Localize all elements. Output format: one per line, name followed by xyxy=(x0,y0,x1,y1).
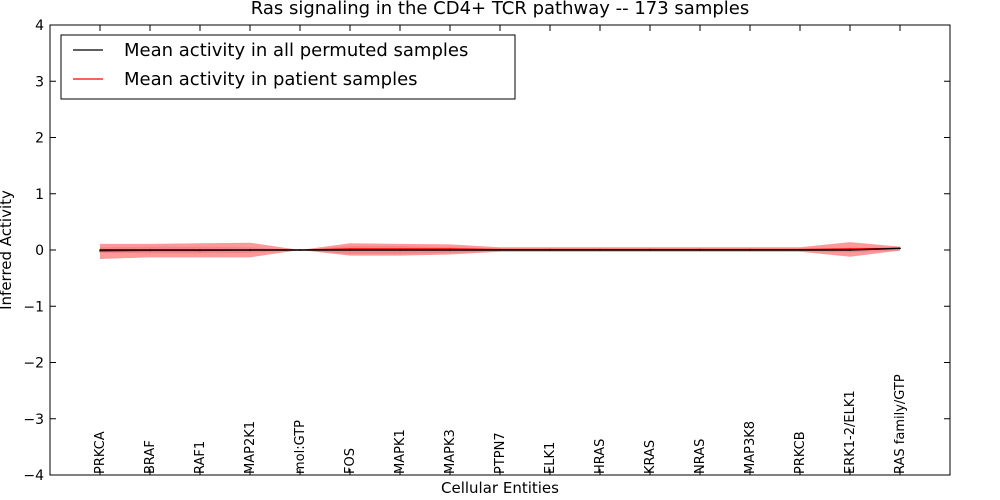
legend-label-permuted: Mean activity in all permuted samples xyxy=(124,40,468,61)
x-tick-label: NRAS xyxy=(693,439,708,474)
point-patient xyxy=(349,248,351,250)
point-patient xyxy=(449,248,451,250)
point-permuted xyxy=(649,249,651,251)
point-permuted xyxy=(499,249,501,251)
x-tick-label: KRAS xyxy=(643,440,658,474)
point-patient xyxy=(399,248,401,250)
y-tick-label: −4 xyxy=(23,468,44,484)
point-permuted xyxy=(99,249,101,251)
x-tick-label: MAPK1 xyxy=(393,429,408,474)
point-permuted xyxy=(549,249,551,251)
x-tick-label: MAP3K8 xyxy=(743,421,758,474)
point-permuted xyxy=(899,247,901,250)
point-permuted xyxy=(599,249,601,251)
point-permuted xyxy=(299,249,301,251)
point-permuted xyxy=(849,249,851,251)
x-tick-label: MAP2K1 xyxy=(243,421,258,474)
y-tick-label: 0 xyxy=(35,243,44,259)
legend-frame xyxy=(60,34,516,100)
x-tick-label: MAPK3 xyxy=(443,429,458,474)
chart-title: Ras signaling in the CD4+ TCR pathway --… xyxy=(251,0,750,19)
x-tick-label: mol:GTP xyxy=(293,420,308,474)
legend-label-patient: Mean activity in patient samples xyxy=(124,69,418,90)
y-tick-label: 4 xyxy=(35,18,44,34)
point-permuted xyxy=(749,249,751,251)
y-tick-label: 2 xyxy=(35,131,44,147)
y-tick-label: 1 xyxy=(35,187,44,203)
series-lines xyxy=(99,247,901,252)
x-axis: PRKCA BRAF RAF1 MAP2K1 mol:GTP FOS MAPK1 MAPK3 P… xyxy=(93,25,908,475)
point-permuted xyxy=(799,249,801,251)
x-tick-label: PTPN7 xyxy=(493,432,508,474)
x-tick-label: ERK1-2/ELK1 xyxy=(843,390,858,474)
point-permuted xyxy=(349,249,351,251)
point-permuted xyxy=(199,249,201,251)
x-tick-label: FOS xyxy=(343,448,358,474)
point-patient xyxy=(849,248,851,250)
point-permuted xyxy=(699,249,701,251)
y-tick-label: −2 xyxy=(23,356,44,372)
x-tick-label: RAF1 xyxy=(193,441,208,474)
x-axis-label: Cellular Entities xyxy=(441,479,559,497)
point-permuted xyxy=(249,249,251,251)
x-tick-label: BRAF xyxy=(143,440,158,474)
x-tick-label: ELK1 xyxy=(543,442,558,474)
x-tick-label: HRAS xyxy=(593,439,608,474)
legend: Mean activity in all permuted samples Me… xyxy=(60,34,516,100)
point-permuted xyxy=(449,249,451,251)
y-tick-label: −1 xyxy=(23,299,44,315)
y-tick-label: −3 xyxy=(23,412,44,428)
point-permuted xyxy=(399,249,401,251)
point-patient xyxy=(99,250,101,252)
x-tick-label: RAS family/GTP xyxy=(893,374,908,474)
y-tick-label: 3 xyxy=(35,74,44,90)
x-tick-label: PRKCB xyxy=(793,431,808,474)
y-axis: 4 3 2 1 0 −1 −2 −3 −4 xyxy=(23,18,950,484)
x-tick-label: PRKCA xyxy=(93,431,108,474)
point-permuted xyxy=(149,249,151,251)
y-axis-label: Inferred Activity xyxy=(0,190,15,310)
